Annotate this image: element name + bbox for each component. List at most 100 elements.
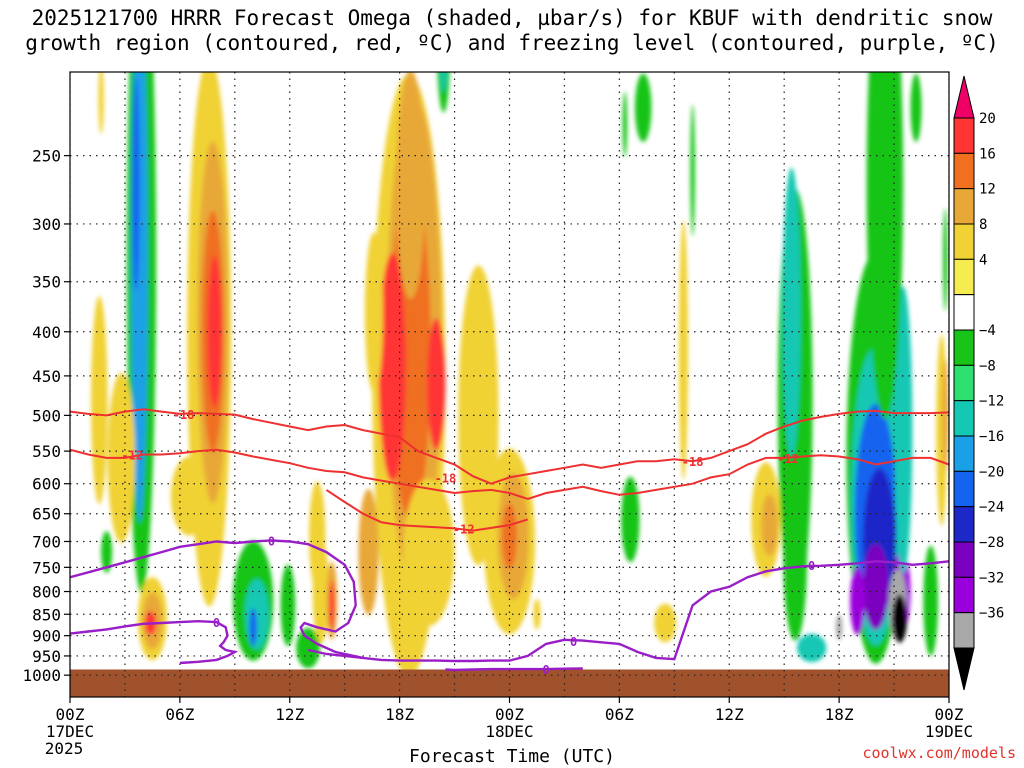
omega-cell xyxy=(835,614,843,641)
omega-cell xyxy=(170,456,208,536)
colorbar-label: −20 xyxy=(979,464,1004,480)
x-tick-label: 06Z xyxy=(165,705,194,724)
colorbar-label: −24 xyxy=(979,500,1004,516)
x-tick-label: 12Z xyxy=(715,705,744,724)
omega-cell xyxy=(634,73,652,142)
x-tick-date: 19DEC xyxy=(925,722,973,741)
colorbar-box xyxy=(953,188,975,225)
omega-cell xyxy=(678,220,689,480)
axes: 250 300 350 400 450 500 550 600 650 700 750 800 850 9… xyxy=(22,71,973,758)
omega-cell xyxy=(654,603,677,643)
chart-title-line2: growth region (contoured, red, ºC) and f… xyxy=(25,31,999,55)
omega-cell xyxy=(761,494,778,556)
x-tick-year: 2025 xyxy=(45,739,84,758)
omega-cell xyxy=(296,627,320,669)
y-tick-label: 300 xyxy=(32,215,61,234)
y-tick-label: 550 xyxy=(32,442,61,461)
colorbar-box xyxy=(953,364,975,402)
y-tick-label: 900 xyxy=(32,627,61,646)
y-tick-label: 400 xyxy=(32,323,61,342)
colorbar-box xyxy=(953,435,975,472)
y-tick-label: 600 xyxy=(32,475,61,494)
y-tick-label: 850 xyxy=(32,605,61,624)
colorbar-label: −8 xyxy=(979,358,996,374)
omega-cell xyxy=(943,208,948,312)
y-tick-label: 500 xyxy=(32,406,61,425)
freezing-label: 0 xyxy=(543,663,550,677)
x-tick-label: 06Z xyxy=(605,705,634,724)
omega-cell xyxy=(942,358,949,473)
dgz-contour-line xyxy=(325,489,529,532)
omega-cell xyxy=(533,598,541,630)
y-tick-label: 700 xyxy=(32,532,61,551)
chart-title: 2025121700 HRRR Forecast Omega (shaded, … xyxy=(0,6,1024,56)
dgz-contour-line xyxy=(70,448,949,501)
omega-cell xyxy=(690,104,695,236)
freezing-level-line xyxy=(70,619,239,665)
freezing-level-line xyxy=(70,539,364,660)
y-tick-label: 1000 xyxy=(22,666,61,685)
omega-cell xyxy=(502,503,517,569)
dgz-contour-line xyxy=(70,408,949,485)
colorbar-label: −28 xyxy=(979,535,1004,551)
omega-cell xyxy=(403,478,455,626)
colorbar-top-arrow xyxy=(953,75,975,119)
y-tick-label: 450 xyxy=(32,367,61,386)
omega-cell xyxy=(312,539,330,644)
colorbar-box xyxy=(953,612,975,649)
dgz-label: -18 xyxy=(435,471,457,485)
colorbar-box xyxy=(953,329,975,366)
x-tick-label: 18Z xyxy=(825,705,854,724)
chart-title-line1: 2025121700 HRRR Forecast Omega (shaded, … xyxy=(31,6,993,30)
omega-cell xyxy=(783,473,808,641)
colorbar-label: −4 xyxy=(979,323,996,339)
x-tick-date: 17DEC xyxy=(46,722,94,741)
x-tick-label: 12Z xyxy=(275,705,304,724)
freezing-label: 0 xyxy=(570,635,577,649)
colorbar-box xyxy=(953,117,975,154)
y-tick-label: 350 xyxy=(32,273,61,292)
x-axis-label: Forecast Time (UTC) xyxy=(409,746,615,767)
omega-cell xyxy=(98,72,104,135)
colorbar-box xyxy=(953,576,975,614)
omega-cell xyxy=(862,543,889,630)
colorbar-box xyxy=(953,152,975,190)
dgz-label: -12 xyxy=(121,449,143,463)
colorbar-label: −36 xyxy=(979,606,1004,622)
colorbar-box xyxy=(953,506,975,543)
y-tick-label: 250 xyxy=(32,147,61,166)
freezing-label: 0 xyxy=(808,559,815,573)
omega-cell xyxy=(894,286,913,574)
colorbar: 20 16 12 8 4 −4 −8 −12 −16 −20 −24 −28 −32 −36 xyxy=(953,75,1004,691)
omega-cell xyxy=(782,167,801,458)
colorbar-box xyxy=(953,258,975,296)
colorbar-label: 20 xyxy=(979,111,996,127)
omega-cell xyxy=(892,594,907,643)
omega-cell xyxy=(207,255,222,408)
colorbar-label: 8 xyxy=(979,217,987,233)
y-tick-label: 650 xyxy=(32,505,61,524)
colorbar-label: 12 xyxy=(979,182,996,198)
dgz-label: -12 xyxy=(777,452,799,466)
omega-cell xyxy=(91,295,108,505)
colorbar-label: 4 xyxy=(979,252,987,268)
colorbar-label: −12 xyxy=(979,394,1004,410)
omega-cell xyxy=(427,318,446,450)
x-tick-date: 18DEC xyxy=(485,722,533,741)
contours: -18 -18 -18 -12 -12 -12 0 0 0 0 0 xyxy=(70,408,949,677)
y-tick-label: 800 xyxy=(32,583,61,602)
omega-cell xyxy=(280,564,296,647)
colorbar-box xyxy=(953,400,975,437)
dgz-label: -18 xyxy=(173,408,195,422)
gridlines xyxy=(70,72,949,697)
omega-cell xyxy=(923,545,939,657)
x-tick-label: 00Z xyxy=(495,705,524,724)
credit-link[interactable]: coolwx.com/models xyxy=(862,744,1016,762)
omega-cell xyxy=(358,489,379,616)
omega-cell xyxy=(395,72,426,299)
y-tick-label: 750 xyxy=(32,558,61,577)
omega-cell xyxy=(132,77,140,292)
x-tick-label: 00Z xyxy=(56,705,85,724)
omega-cell xyxy=(364,232,384,393)
